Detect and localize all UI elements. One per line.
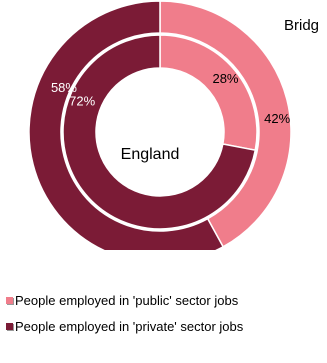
center-label: England	[121, 146, 180, 163]
inner-ring-slice-private	[62, 34, 257, 230]
legend-swatch-private	[6, 323, 13, 330]
inner-ring-label-private: 72%	[69, 93, 95, 108]
donut-chart: England Bridg 28% 72% 42% 58%	[28, 0, 319, 250]
outer-ring-label-private: 58%	[51, 80, 77, 95]
outer-series-label: Bridg	[284, 17, 319, 34]
outer-ring-label-public: 42%	[264, 111, 290, 126]
inner-ring-label-public: 28%	[212, 71, 238, 86]
outer-ring-slice-public	[159, 0, 292, 248]
legend-item-private: People employed in 'private' sector jobs	[6, 319, 243, 334]
legend-item-public: People employed in 'public' sector jobs	[6, 293, 238, 308]
legend-swatch-public	[6, 297, 13, 304]
legend-label-public: People employed in 'public' sector jobs	[15, 293, 239, 308]
outer-ring-slice-private	[28, 0, 225, 250]
legend-label-private: People employed in 'private' sector jobs	[15, 319, 244, 334]
